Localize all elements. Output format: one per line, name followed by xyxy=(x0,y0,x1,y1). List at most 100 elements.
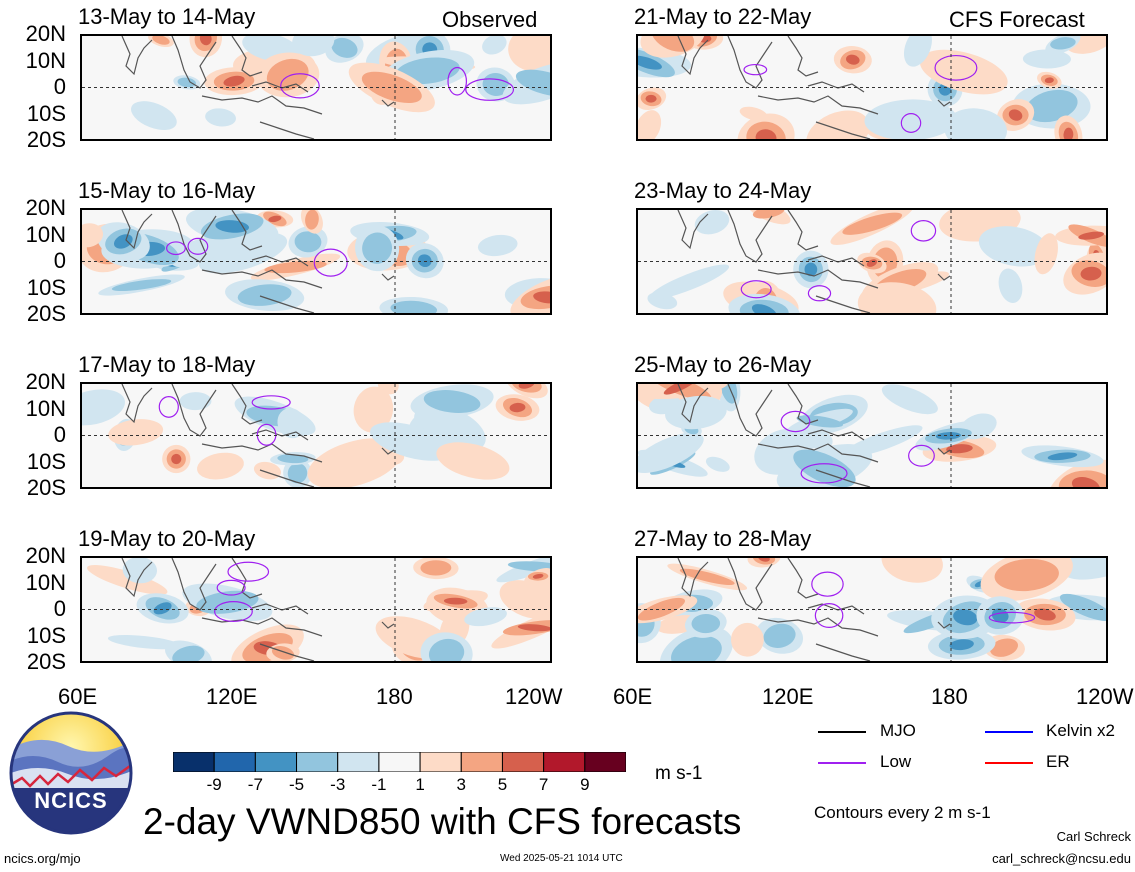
colorbar-tick-label: 7 xyxy=(538,775,549,794)
lat-label: 20N xyxy=(25,195,66,220)
low-contour xyxy=(780,410,811,433)
lat-label: 0 xyxy=(53,422,66,447)
lat-label: 10N xyxy=(25,395,66,421)
low-contour xyxy=(251,395,291,410)
positive-anomaly xyxy=(919,49,1008,95)
negative-anomaly xyxy=(1050,37,1076,50)
negative-anomaly xyxy=(205,108,236,127)
colorbar-swatch xyxy=(254,751,298,773)
colorbar-tick-label: -5 xyxy=(288,775,305,794)
negative-anomaly xyxy=(515,69,550,97)
panel-title: 13-May to 14-May xyxy=(78,4,256,29)
panel-title: 15-May to 16-May xyxy=(78,178,256,203)
coastline xyxy=(727,384,773,437)
positive-anomaly xyxy=(353,386,394,433)
colorbar-swatch xyxy=(213,751,256,773)
positive-anomaly xyxy=(758,558,770,562)
negative-anomaly xyxy=(1025,89,1078,123)
colorbar-swatch xyxy=(419,751,462,773)
negative-anomaly xyxy=(649,264,730,300)
positive-anomaly xyxy=(857,282,937,313)
positive-anomaly xyxy=(533,291,550,304)
low-contour xyxy=(280,73,320,99)
map-panel-observed-4 xyxy=(80,556,552,663)
colorbar-swatch xyxy=(501,751,545,773)
negative-anomaly xyxy=(638,55,662,70)
low-contour xyxy=(158,396,179,418)
lon-label: 120W xyxy=(505,684,563,709)
negative-anomaly xyxy=(111,279,172,292)
legend-label-kelvin: Kelvin x2 xyxy=(1046,721,1115,740)
negative-anomaly xyxy=(1047,452,1078,461)
map-canvas xyxy=(82,210,550,313)
coastline xyxy=(201,617,323,637)
positive-anomaly xyxy=(1044,77,1054,84)
lon-label: 180 xyxy=(376,684,413,709)
low-contour xyxy=(256,423,277,446)
colorbar-swatch xyxy=(460,751,503,773)
coastline xyxy=(231,210,263,251)
positive-anomaly xyxy=(509,402,526,413)
negative-anomaly xyxy=(331,37,358,58)
coastline xyxy=(757,443,879,463)
panel-title: 17-May to 18-May xyxy=(78,352,256,377)
coastline xyxy=(259,469,315,487)
panel-title: 21-May to 22-May xyxy=(634,4,812,29)
coastline xyxy=(201,269,323,289)
positive-anomaly xyxy=(645,94,657,103)
coastline xyxy=(757,95,879,115)
lon-label: 120E xyxy=(762,684,814,709)
negative-anomaly xyxy=(638,432,704,473)
positive-anomaly xyxy=(508,36,550,72)
lat-label: 10S xyxy=(26,622,66,648)
positive-anomaly xyxy=(1080,266,1102,281)
low-contour xyxy=(800,463,848,484)
coastline xyxy=(815,295,871,313)
negative-anomaly xyxy=(423,390,481,413)
lon-label: 120E xyxy=(206,684,258,709)
map-panel-forecast-4 xyxy=(636,556,1108,663)
colorbar-tick-label: 3 xyxy=(456,775,466,794)
coastline xyxy=(171,210,217,263)
colorbar-swatch xyxy=(296,751,339,773)
positive-anomaly xyxy=(1008,109,1023,121)
positive-anomaly xyxy=(731,622,764,657)
colorbar-swatch xyxy=(543,751,586,773)
lat-label: 10N xyxy=(25,47,66,73)
coastline xyxy=(937,99,951,107)
low-contour xyxy=(743,63,768,76)
negative-anomaly xyxy=(131,101,177,131)
coastline xyxy=(757,617,879,637)
colorbar-tick-label: -1 xyxy=(371,775,387,794)
positive-anomaly xyxy=(223,75,245,87)
coastline xyxy=(381,99,395,107)
negative-anomaly xyxy=(107,634,182,650)
positive-anomaly xyxy=(108,419,164,446)
negative-anomaly xyxy=(370,422,453,461)
coastline xyxy=(937,447,951,455)
legend-swatch-low xyxy=(818,762,866,764)
legend-swatch-kelvin xyxy=(985,731,1033,733)
positive-anomaly xyxy=(436,442,510,480)
positive-anomaly xyxy=(1078,231,1104,240)
footer-email: carl_schreck@ncsu.edu xyxy=(992,851,1131,866)
negative-anomaly xyxy=(507,561,550,572)
negative-anomaly xyxy=(287,463,308,484)
colorbar-swatch xyxy=(378,751,421,773)
map-canvas xyxy=(638,558,1106,661)
negative-anomaly xyxy=(294,231,322,253)
coastline xyxy=(121,210,153,250)
map-panel-forecast-1 xyxy=(636,34,1108,141)
coastline xyxy=(231,36,263,77)
ncics-logo-text: NCICS xyxy=(34,788,108,813)
negative-anomaly xyxy=(935,432,961,440)
legend-label-low: Low xyxy=(880,752,912,771)
positive-anomaly xyxy=(842,212,903,235)
low-contour xyxy=(740,280,772,299)
positive-anomaly xyxy=(1064,36,1106,54)
coastline xyxy=(677,36,709,76)
negative-anomaly xyxy=(464,607,507,627)
positive-anomaly xyxy=(752,210,785,219)
colorbar-tick-label: 1 xyxy=(415,775,425,794)
lat-label: 10N xyxy=(25,221,66,247)
